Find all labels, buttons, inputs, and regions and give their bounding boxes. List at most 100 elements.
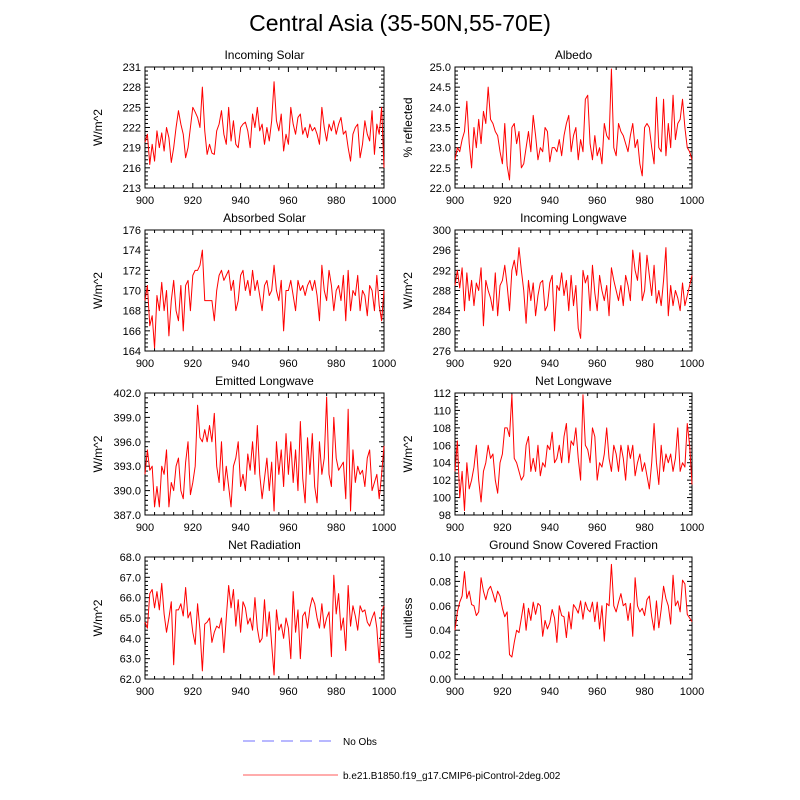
series-line <box>454 247 693 339</box>
y-tick-label: 292 <box>433 265 451 277</box>
figure-title: Central Asia (35-50N,55-70E) <box>249 10 551 36</box>
chart-emitted-longwave: Emitted Longwave W/m^2 387.0 390.0 393.0 396.… <box>91 374 396 534</box>
y-tick-label: 284 <box>433 306 451 318</box>
y-axis-label: unitless <box>401 598 415 639</box>
y-tick-label: 276 <box>433 346 451 358</box>
y-tick-label: 112 <box>433 388 451 400</box>
chart-title: Absorbed Solar <box>223 211 306 225</box>
series-line <box>454 563 693 658</box>
x-tick-label: 960 <box>588 522 606 534</box>
x-tick-label: 900 <box>446 686 464 698</box>
x-tick-label: 960 <box>588 195 606 207</box>
chart-title: Incoming Longwave <box>520 211 627 225</box>
x-tick-label: 1000 <box>372 686 396 698</box>
x-tick-label: 900 <box>136 195 154 207</box>
y-tick-label: 390.0 <box>113 486 141 498</box>
y-tick-label: 110 <box>433 405 451 417</box>
x-tick-label: 980 <box>327 522 345 534</box>
plot-frame <box>454 392 693 516</box>
x-tick-label: 940 <box>541 195 559 207</box>
x-tick-label: 920 <box>493 358 511 370</box>
x-tick-label: 980 <box>635 686 653 698</box>
x-tick-label: 940 <box>541 686 559 698</box>
y-tick-label: 213 <box>123 183 141 195</box>
x-tick-label: 980 <box>635 522 653 534</box>
x-tick-label: 900 <box>136 686 154 698</box>
x-tick-label: 1000 <box>372 358 396 370</box>
x-tick-label: 900 <box>446 195 464 207</box>
chart-title: Emitted Longwave <box>215 374 314 388</box>
y-tick-label: 106 <box>433 440 451 452</box>
chart-title: Incoming Solar <box>224 48 304 62</box>
x-tick-label: 960 <box>279 195 297 207</box>
chart-absorbed-solar: Absorbed Solar W/m^2 164 166 168 170 172 174 176… <box>91 211 396 370</box>
y-tick-label: 98 <box>439 510 451 522</box>
y-tick-label: 22.5 <box>430 163 451 175</box>
y-tick-label: 0.08 <box>430 576 451 588</box>
y-tick-label: 402.0 <box>113 388 141 400</box>
y-tick-label: 219 <box>123 143 141 155</box>
y-tick-label: 225 <box>123 102 141 114</box>
y-tick-label: 0.10 <box>430 552 451 564</box>
y-tick-label: 288 <box>433 286 451 298</box>
y-tick-label: 231 <box>123 62 141 74</box>
y-axis-label: W/m^2 <box>401 435 415 472</box>
y-tick-label: 216 <box>123 163 141 175</box>
y-tick-label: 0.06 <box>430 601 451 613</box>
chart-title: Ground Snow Covered Fraction <box>489 538 658 552</box>
y-tick-label: 0.02 <box>430 650 451 662</box>
series-line <box>454 394 693 512</box>
chart-incoming-solar: Incoming Solar W/m^2 213 216 219 222 225 228 231… <box>91 48 396 207</box>
x-tick-label: 920 <box>493 686 511 698</box>
y-axis-label: W/m^2 <box>91 599 105 636</box>
x-tick-label: 900 <box>136 522 154 534</box>
x-tick-label: 1000 <box>680 195 704 207</box>
y-tick-label: 172 <box>123 265 141 277</box>
y-tick-label: 102 <box>433 475 451 487</box>
chart-net-longwave: Net Longwave W/m^2 98 100 102 104 106 108 110 112… <box>401 374 704 534</box>
x-tick-label: 940 <box>541 522 559 534</box>
series-line <box>454 68 693 181</box>
y-tick-label: 65.0 <box>120 613 141 625</box>
x-tick-label: 1000 <box>680 522 704 534</box>
chart-albedo: Albedo % reflected 22.0 22.5 23.0 23.5 24.0 24.… <box>401 48 704 207</box>
x-tick-label: 940 <box>231 522 249 534</box>
y-tick-label: 393.0 <box>113 461 141 473</box>
x-tick-label: 920 <box>493 522 511 534</box>
y-axis-label: W/m^2 <box>91 435 105 472</box>
chart-title: Net Longwave <box>535 374 612 388</box>
y-tick-label: 100 <box>433 493 451 505</box>
y-tick-label: 108 <box>433 423 451 435</box>
x-tick-label: 920 <box>184 358 202 370</box>
y-axis-label: W/m^2 <box>91 109 105 146</box>
y-tick-label: 387.0 <box>113 510 141 522</box>
chart-incoming-longwave: Incoming Longwave W/m^2 276 280 284 288 292 296… <box>401 211 704 370</box>
y-tick-label: 23.0 <box>430 143 451 155</box>
y-tick-label: 280 <box>433 326 451 338</box>
x-tick-label: 940 <box>541 358 559 370</box>
y-axis-label: W/m^2 <box>91 272 105 309</box>
x-tick-label: 900 <box>446 522 464 534</box>
y-tick-label: 64.0 <box>120 633 141 645</box>
x-tick-label: 920 <box>184 522 202 534</box>
x-tick-label: 980 <box>635 358 653 370</box>
y-tick-label: 62.0 <box>120 674 141 686</box>
y-tick-label: 296 <box>433 245 451 257</box>
x-tick-label: 940 <box>231 195 249 207</box>
y-tick-label: 166 <box>123 326 141 338</box>
y-tick-label: 68.0 <box>120 552 141 564</box>
y-tick-label: 399.0 <box>113 412 141 424</box>
y-tick-label: 63.0 <box>120 654 141 666</box>
plot-frame <box>144 392 385 516</box>
plot-frame <box>454 229 693 352</box>
y-tick-label: 300 <box>433 225 451 237</box>
y-tick-label: 24.0 <box>430 102 451 114</box>
y-tick-label: 66.0 <box>120 593 141 605</box>
series-line <box>144 249 385 349</box>
y-axis-label: % reflected <box>401 97 415 157</box>
x-tick-label: 960 <box>588 686 606 698</box>
x-tick-label: 980 <box>327 358 345 370</box>
y-tick-label: 164 <box>123 346 141 358</box>
x-tick-label: 920 <box>184 686 202 698</box>
